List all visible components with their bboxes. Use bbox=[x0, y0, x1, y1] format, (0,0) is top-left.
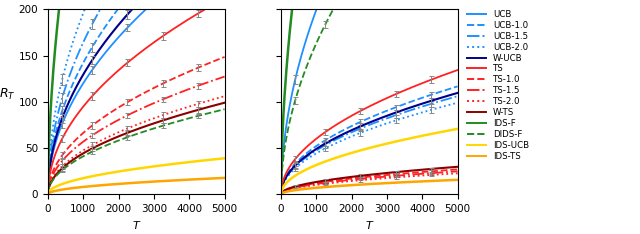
Y-axis label: $R_T$: $R_T$ bbox=[0, 87, 16, 102]
X-axis label: $T$: $T$ bbox=[131, 219, 141, 231]
X-axis label: $T$: $T$ bbox=[365, 219, 374, 231]
Legend: UCB, UCB-1.0, UCB-1.5, UCB-2.0, W-UCB, TS, TS-1.0, TS-1.5, TS-2.0, W-TS, IDS-F, : UCB, UCB-1.0, UCB-1.5, UCB-2.0, W-UCB, T… bbox=[467, 10, 529, 161]
